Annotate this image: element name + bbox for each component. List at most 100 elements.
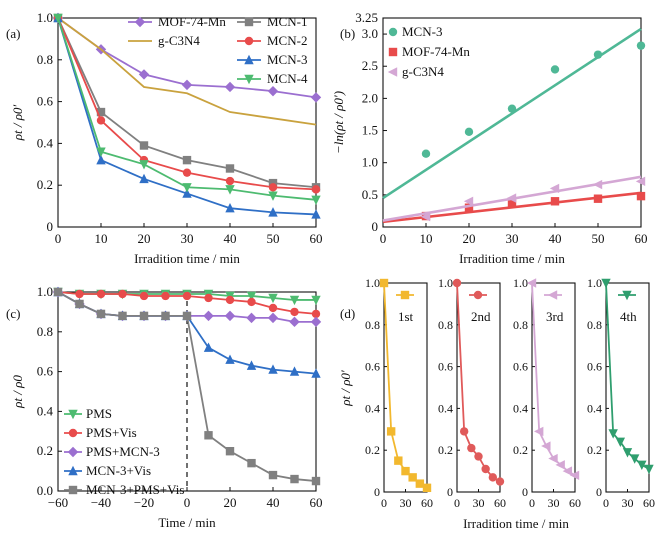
y-tick-label: 0	[374, 485, 380, 499]
data-point	[203, 310, 214, 322]
data-point	[246, 312, 257, 324]
subplot-4th: 0 0.2 0.4 0.6 0.8 1.0 0 30 60 4th	[587, 276, 655, 510]
y-tick-label: 0.8	[587, 318, 602, 332]
data-point	[225, 202, 235, 213]
y-tick-label: 1.0	[365, 276, 380, 290]
data-point	[601, 278, 611, 289]
subplot-3rd: 0 0.2 0.4 0.6 0.8 1.0 0 30 60 3rd	[513, 276, 581, 510]
legend-label: PMS+Vis	[86, 425, 137, 440]
x-tick-label: 30	[400, 496, 412, 510]
x-tick-label: 20	[138, 231, 151, 246]
data-point	[550, 197, 560, 206]
y-tick-label: 1.0	[362, 155, 378, 170]
data-point	[225, 185, 235, 195]
x-tick-label: 50	[592, 231, 605, 246]
legend-label: MCN-3+Vis	[86, 463, 151, 478]
y-tick-label: 0.2	[37, 177, 53, 192]
legend-marker	[400, 290, 410, 300]
data-point	[139, 311, 149, 321]
data-point	[474, 452, 483, 461]
legend-label: MOF-74-Mn	[402, 44, 470, 59]
y-tick-label: 0.2	[438, 443, 453, 457]
legend-label: MCN-4	[267, 71, 308, 86]
data-point	[182, 183, 192, 193]
data-point	[75, 299, 84, 309]
data-point	[526, 278, 537, 288]
data-point	[541, 441, 551, 451]
panel-d: (d) 0 0.2 0.4 0.6 0.8 1.0 0 30 60 1st 0 0.2 0.4 0.6 0.8…	[338, 276, 655, 531]
data-point	[96, 116, 106, 125]
data-point	[488, 473, 498, 482]
data-point	[379, 278, 389, 288]
data-point	[464, 203, 474, 212]
x-tick-label: 0	[184, 495, 191, 510]
x-axis-label: Irradition time / min	[134, 251, 240, 266]
data-point	[311, 209, 321, 219]
x-tick-label: 10	[95, 231, 108, 246]
panel-a: 0 10 20 30 40 50 60 0 0.2 0.4 0.6 0.8 1.0 Irradition …	[6, 10, 323, 266]
legend-label: MCN-3	[267, 52, 307, 67]
panel-letter: (c)	[6, 306, 20, 321]
y-tick-label: 0.8	[37, 324, 53, 339]
y-tick-label: 0.4	[438, 401, 453, 415]
data-point	[246, 360, 257, 370]
data-point	[289, 366, 300, 376]
data-point	[636, 41, 646, 50]
x-tick-label: 60	[310, 495, 323, 510]
x-tick-label: 20	[463, 231, 476, 246]
data-point	[290, 307, 299, 317]
data-point	[204, 293, 213, 303]
data-point	[246, 291, 257, 302]
x-tick-label: 40	[267, 495, 280, 510]
data-point	[96, 154, 106, 165]
data-point	[53, 13, 63, 24]
data-point	[415, 479, 425, 488]
legend-marker	[473, 290, 483, 300]
y-tick-label: 0.5	[362, 187, 378, 202]
series-line-g-C3N4	[57, 17, 317, 126]
data-point	[635, 176, 646, 187]
data-point	[506, 193, 517, 203]
data-point	[311, 476, 321, 486]
x-tick-label: 0	[380, 231, 387, 246]
data-point	[161, 291, 170, 301]
data-point	[268, 207, 278, 217]
data-point	[267, 85, 279, 97]
y-tick-label: 0.4	[513, 401, 528, 415]
y-tick-label: 3.25	[355, 10, 378, 25]
y-tick-label: 1.5	[362, 123, 378, 138]
legend-marker	[68, 409, 78, 420]
data-point	[394, 456, 403, 465]
data-point	[225, 447, 235, 456]
data-point	[311, 185, 321, 194]
x-tick-label: 50	[267, 231, 280, 246]
legend-label: 4th	[620, 309, 637, 324]
y-tick-label: 3.0	[362, 26, 378, 41]
data-point	[549, 183, 560, 194]
subplot-2nd: 0 0.2 0.4 0.6 0.8 1.0 0 30 60 2nd	[438, 276, 506, 510]
data-point	[139, 141, 149, 150]
data-point	[420, 212, 431, 222]
y-tick-label: 0	[47, 219, 54, 234]
data-point	[562, 466, 573, 476]
panel-letter: (b)	[340, 26, 355, 41]
x-tick-label: 60	[643, 496, 655, 510]
data-point	[224, 81, 236, 93]
y-axis-label: ρt / ρ0	[10, 375, 25, 409]
y-tick-label: 0.6	[37, 94, 54, 109]
legend-label: PMS+MCN-3	[86, 444, 160, 459]
data-point	[507, 104, 517, 113]
data-point	[139, 291, 149, 301]
data-point	[161, 311, 170, 321]
data-point	[459, 427, 469, 436]
data-point	[311, 195, 321, 206]
data-point	[182, 155, 192, 165]
data-point	[181, 79, 193, 91]
legend-marker	[244, 74, 254, 85]
legend-label: MOF-74-Mn	[158, 14, 226, 29]
legend-label: MCN-3	[402, 24, 442, 39]
x-tick-label: −60	[48, 495, 68, 510]
data-point	[289, 316, 300, 328]
